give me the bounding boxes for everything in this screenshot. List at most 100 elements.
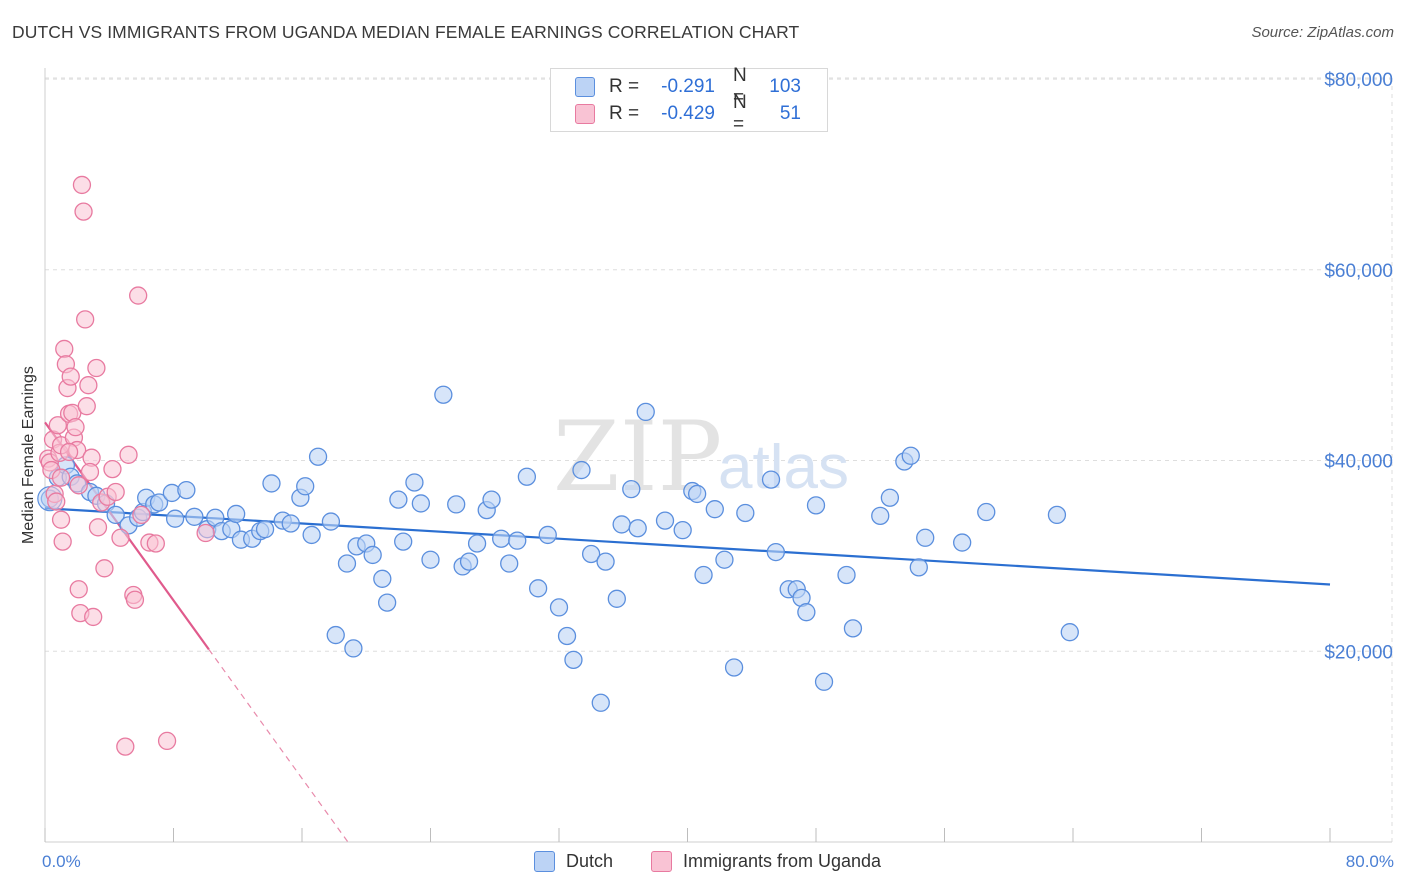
uganda-point <box>77 397 96 416</box>
dutch-point <box>871 506 890 525</box>
dutch-point <box>482 490 501 509</box>
uganda-point <box>88 518 108 537</box>
uganda-point <box>55 339 74 359</box>
uganda-point <box>157 731 177 751</box>
dutch-point <box>447 495 466 514</box>
dutch-point <box>373 569 392 588</box>
dutch-point <box>459 552 479 571</box>
dutch-point <box>377 593 397 612</box>
stats-legend-row-dutch: R = -0.291 N = 103 <box>575 65 801 108</box>
uganda-point <box>79 376 98 395</box>
dutch-point <box>389 490 408 509</box>
dutch-point <box>909 558 928 577</box>
n-label: N = <box>733 65 747 108</box>
dutch-point <box>255 520 275 539</box>
dutch-point <box>557 626 577 646</box>
uganda-swatch-icon <box>575 104 595 124</box>
uganda-point <box>106 482 125 502</box>
dutch-point <box>953 533 972 552</box>
dutch-point <box>622 479 641 499</box>
dutch-point <box>572 460 591 480</box>
y-tick-label: $60,000 <box>1324 261 1393 282</box>
dutch-swatch-icon <box>575 77 595 97</box>
uganda-point <box>59 442 79 462</box>
dutch-point <box>564 650 583 670</box>
y-axis-label: Median Female Earnings <box>20 366 37 544</box>
dutch-point <box>636 402 655 422</box>
dutch-point <box>797 603 816 622</box>
dutch-point <box>106 505 125 525</box>
dutch-point <box>344 639 363 658</box>
r-label: R = <box>609 76 640 97</box>
chart-title: DUTCH VS IMMIGRANTS FROM UGANDA MEDIAN F… <box>12 22 800 42</box>
y-tick-label: $20,000 <box>1324 642 1393 663</box>
uganda-point <box>51 510 71 529</box>
dutch-point <box>916 528 935 547</box>
uganda-point <box>87 358 106 378</box>
dutch-point <box>694 565 713 585</box>
dutch-point <box>302 525 321 545</box>
uganda-point <box>196 523 215 543</box>
uganda-point <box>125 590 145 609</box>
uganda-point <box>116 737 135 756</box>
x-tick-label-min: 0.0% <box>42 852 81 871</box>
dutch-point <box>405 473 424 492</box>
dutch-point <box>492 529 511 548</box>
dutch-point <box>880 488 900 507</box>
dutch-point <box>165 509 185 528</box>
n-label: N = <box>733 92 747 135</box>
dutch-point <box>837 565 856 585</box>
dutch-point <box>434 385 453 404</box>
r-label: R = <box>609 103 640 124</box>
dutch-point <box>607 589 626 608</box>
dutch-point <box>262 474 281 493</box>
dutch-point <box>655 511 675 530</box>
dutch-point <box>517 467 537 486</box>
r-value: -0.291 <box>661 76 715 97</box>
series-legend: Dutch Immigrants from Uganda <box>0 851 1406 877</box>
dutch-point <box>226 504 246 524</box>
dutch-swatch-icon <box>534 851 555 872</box>
dutch-point <box>394 532 413 551</box>
n-value: 103 <box>769 76 801 97</box>
dutch-point <box>736 503 755 523</box>
uganda-point <box>69 580 88 599</box>
dutch-point <box>528 579 548 598</box>
dutch-point <box>977 502 996 522</box>
uganda-point <box>51 468 71 487</box>
dutch-point <box>612 515 631 534</box>
uganda-point <box>72 175 92 195</box>
y-tick-label: $80,000 <box>1324 70 1393 91</box>
uganda-point <box>95 559 114 578</box>
source-label: Source: ZipAtlas.com <box>1251 24 1394 41</box>
uganda-point <box>119 445 138 464</box>
dutch-point <box>467 534 487 553</box>
dutch-point <box>1047 505 1067 525</box>
legend-label-dutch: Dutch <box>566 851 614 871</box>
uganda-point <box>80 462 100 482</box>
dutch-point <box>185 507 204 526</box>
uganda-point <box>111 528 130 547</box>
stats-legend: R = -0.291 N = 103 R = -0.429 N = 51 <box>550 65 828 135</box>
dutch-point <box>673 521 692 540</box>
stats-legend-row-uganda: R = -0.429 N = 51 <box>575 92 801 135</box>
dutch-point <box>337 554 357 573</box>
dutch-point <box>321 512 341 531</box>
uganda-trendline-extension <box>208 649 349 843</box>
uganda-point <box>66 418 85 437</box>
dutch-point <box>538 525 557 545</box>
legend-item-dutch[interactable]: Dutch <box>534 851 613 872</box>
dutch-point <box>326 625 345 645</box>
dutch-point <box>1060 623 1079 642</box>
legend-item-uganda[interactable]: Immigrants from Uganda <box>651 851 881 872</box>
dutch-point <box>549 598 569 617</box>
dutch-point <box>724 658 744 677</box>
uganda-point <box>69 476 88 495</box>
uganda-point <box>74 202 93 221</box>
uganda-swatch-icon <box>651 851 672 872</box>
uganda-point <box>132 505 151 525</box>
dutch-point <box>363 545 382 565</box>
dutch-point <box>177 480 196 500</box>
dutch-point <box>715 550 734 569</box>
